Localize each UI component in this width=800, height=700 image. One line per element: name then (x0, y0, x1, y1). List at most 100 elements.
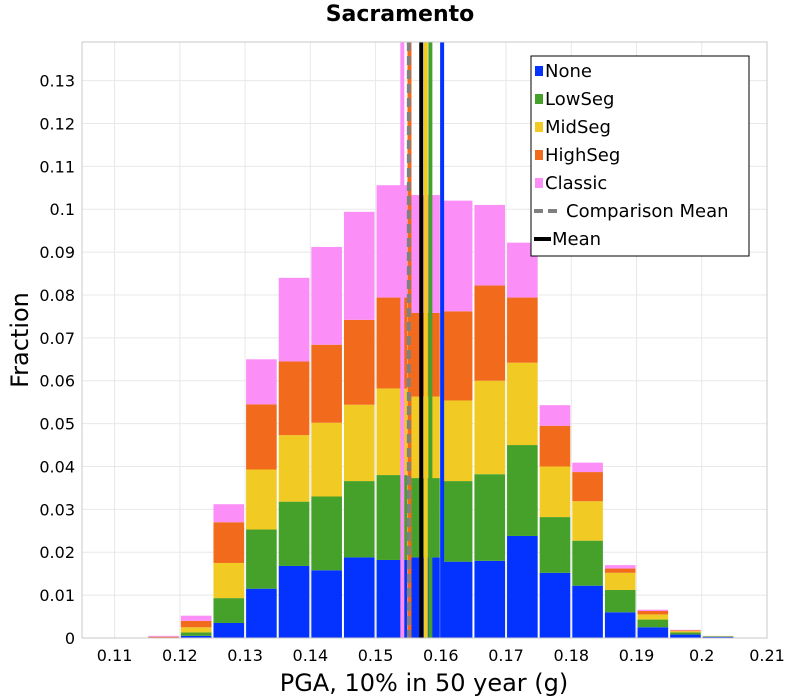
bar-lowseg-12 (507, 445, 538, 536)
x-tick-label: 0.12 (162, 646, 198, 665)
x-tick-label: 0.21 (749, 646, 785, 665)
legend-swatch-highseg (535, 150, 543, 160)
bar-midseg-7 (343, 404, 375, 482)
y-tick-label: 0.04 (39, 457, 75, 476)
bar-none-5 (278, 565, 310, 638)
bar-lowseg-17 (670, 632, 701, 635)
bar-highseg-15 (604, 568, 636, 573)
y-tick-label: 0.05 (39, 415, 75, 434)
bar-none-7 (343, 557, 375, 638)
chart-title: Sacramento (325, 2, 475, 27)
x-tick-label: 0.14 (293, 646, 329, 665)
bar-midseg-12 (507, 362, 538, 446)
bar-lowseg-15 (604, 589, 636, 613)
bar-classic-5 (278, 277, 310, 362)
x-tick-label: 0.19 (619, 646, 655, 665)
y-tick-label: 0.09 (39, 243, 75, 262)
bar-highseg-5 (278, 361, 310, 436)
bar-none-12 (507, 535, 538, 638)
bar-highseg-6 (311, 344, 342, 423)
bar-highseg-1 (148, 636, 179, 638)
y-tick-label: 0.11 (39, 157, 75, 176)
bar-highseg-13 (539, 425, 571, 467)
bar-lowseg-7 (343, 481, 375, 558)
bar-midseg-4 (246, 469, 277, 530)
bar-lowseg-6 (311, 496, 342, 571)
y-axis-title: Fraction (6, 292, 34, 388)
bar-classic-15 (604, 565, 636, 569)
legend-label-classic: Classic (545, 173, 607, 194)
bar-midseg-2 (180, 627, 212, 633)
legend-box (530, 55, 750, 257)
y-tick-labels: 0 0.01 0.02 0.03 0.04 0.05 0.06 0.07 0.08 0.09 0.1… (39, 72, 75, 648)
y-tick-label: 0.08 (39, 286, 75, 305)
legend-label-none: None (545, 61, 592, 82)
bar-lowseg-11 (474, 474, 506, 561)
y-tick-label: 0.03 (39, 500, 75, 519)
bar-none-3 (213, 622, 245, 638)
bar-classic-1 (148, 635, 179, 637)
y-tick-label: 0.07 (39, 329, 75, 348)
bar-lowseg-2 (180, 632, 212, 636)
bar-highseg-17 (670, 630, 701, 632)
bar-midseg-5 (278, 435, 310, 502)
bar-highseg-2 (180, 620, 212, 628)
legend-label-lowseg: LowSeg (545, 89, 614, 110)
bar-none-13 (539, 572, 571, 638)
legend-label-midseg: MidSeg (545, 117, 611, 138)
bar-midseg-15 (604, 572, 636, 590)
bar-classic-10 (441, 200, 473, 312)
mean-lines-layer (400, 42, 445, 638)
x-tick-labels: 0.11 0.12 0.13 0.14 0.15 0.16 0.17 0.18 0.19 0.2 0… (97, 646, 785, 665)
bar-lowseg-10 (441, 481, 473, 562)
x-tick-label: 0.15 (358, 646, 394, 665)
bar-classic-6 (311, 246, 342, 345)
legend-label-highseg: HighSeg (545, 145, 620, 166)
x-axis-title: PGA, 10% in 50 year (g) (280, 669, 569, 697)
y-tick-label: 0.1 (50, 200, 75, 219)
y-tick-label: 0.13 (39, 72, 75, 91)
x-tick-label: 0.18 (553, 646, 589, 665)
bar-highseg-7 (343, 319, 375, 405)
bar-highseg-16 (637, 610, 669, 615)
bar-none-15 (604, 612, 636, 638)
bar-classic-16 (637, 609, 669, 611)
bar-none-6 (311, 570, 342, 638)
legend-swatch-lowseg (535, 94, 543, 104)
bar-lowseg-3 (213, 598, 245, 623)
y-tick-label: 0.12 (39, 114, 75, 133)
bar-midseg-17 (670, 631, 701, 633)
bar-midseg-3 (213, 562, 245, 599)
y-tick-label: 0 (65, 629, 75, 648)
x-tick-label: 0.13 (227, 646, 263, 665)
bar-lowseg-16 (637, 619, 669, 628)
bar-lowseg-5 (278, 501, 310, 566)
bar-midseg-16 (637, 614, 669, 620)
y-tick-label: 0.01 (39, 586, 75, 605)
bar-highseg-10 (441, 311, 473, 401)
bar-highseg-3 (213, 522, 245, 563)
bar-lowseg-13 (539, 517, 571, 573)
bar-highseg-12 (507, 297, 538, 363)
bar-highseg-14 (572, 472, 603, 502)
y-tick-label: 0.06 (39, 372, 75, 391)
bar-none-2 (180, 635, 212, 638)
bar-lowseg-14 (572, 540, 603, 586)
bar-midseg-6 (311, 422, 342, 497)
legend-swatch-none (535, 66, 543, 76)
bar-none-18 (702, 636, 734, 638)
bar-none-10 (441, 561, 473, 638)
bar-none-4 (246, 588, 277, 638)
legend-label-mean: Mean (552, 229, 601, 250)
bar-midseg-14 (572, 501, 603, 541)
bar-classic-4 (246, 359, 277, 405)
x-tick-label: 0.17 (488, 646, 524, 665)
bar-midseg-11 (474, 380, 506, 475)
legend-swatch-classic (535, 178, 543, 188)
y-tick-label: 0.02 (39, 543, 75, 562)
bar-classic-14 (572, 462, 603, 473)
bar-midseg-10 (441, 400, 473, 482)
legend-label-comparison-mean: Comparison Mean (566, 201, 729, 222)
bar-none-14 (572, 585, 603, 638)
bar-lowseg-4 (246, 529, 277, 589)
